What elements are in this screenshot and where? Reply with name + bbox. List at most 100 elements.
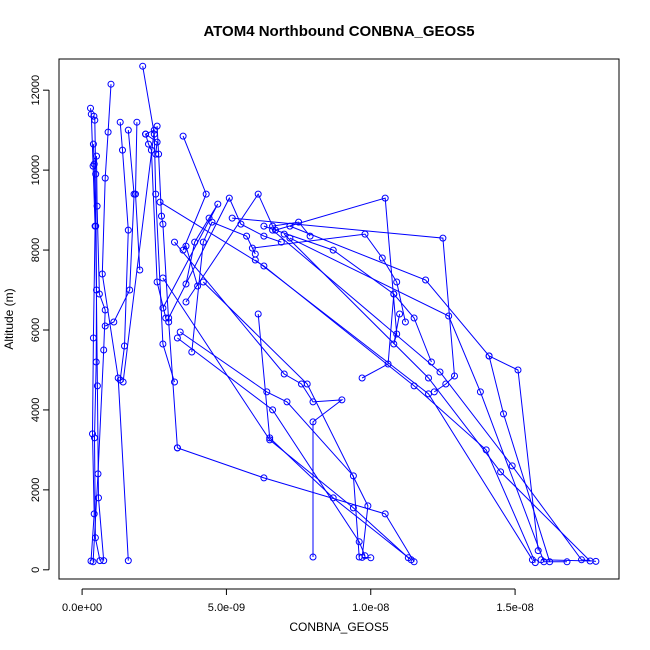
- data-point: [260, 262, 268, 270]
- data-point: [329, 246, 337, 254]
- series-path: [191, 221, 256, 353]
- data-point: [384, 360, 392, 368]
- data-point: [225, 194, 233, 202]
- series-line: [269, 226, 600, 565]
- data-point: [92, 222, 100, 230]
- data-point: [407, 556, 415, 564]
- series-path: [232, 217, 456, 393]
- series-line: [89, 140, 108, 565]
- data-point: [260, 222, 268, 230]
- series-line: [251, 256, 536, 564]
- data-point: [280, 370, 288, 378]
- data-point: [173, 444, 181, 452]
- data-point: [439, 234, 447, 242]
- data-point: [142, 130, 150, 138]
- data-point: [500, 410, 507, 418]
- data-point: [269, 406, 277, 414]
- data-point: [139, 62, 147, 70]
- data-point: [425, 390, 432, 398]
- y-tick-label: 12000: [30, 75, 42, 106]
- data-point: [309, 553, 317, 561]
- data-point: [266, 434, 274, 442]
- data-point: [159, 220, 167, 228]
- data-point: [158, 212, 165, 220]
- data-point: [393, 278, 401, 286]
- data-point: [528, 556, 536, 564]
- data-point: [445, 312, 453, 320]
- data-point: [228, 214, 236, 222]
- series-path: [177, 337, 366, 556]
- series-path: [257, 313, 412, 561]
- data-point: [401, 318, 409, 326]
- data-point: [269, 226, 277, 234]
- data-point: [286, 234, 294, 242]
- x-tick-label: 1.0e-08: [352, 602, 389, 614]
- data-point: [451, 372, 458, 380]
- plot-frame: [58, 58, 620, 580]
- data-point: [485, 352, 493, 360]
- series-line: [171, 238, 346, 561]
- data-point: [119, 378, 127, 386]
- data-point: [90, 160, 98, 168]
- data-point: [90, 112, 98, 120]
- data-point: [171, 378, 178, 386]
- data-point: [182, 298, 190, 306]
- data-point: [101, 322, 109, 330]
- series-line: [159, 200, 222, 312]
- data-point: [586, 557, 594, 565]
- series-line: [87, 104, 99, 565]
- data-point: [191, 238, 199, 246]
- data-point: [355, 538, 363, 546]
- series-line: [165, 194, 285, 322]
- series-line: [358, 290, 398, 382]
- series-line: [142, 130, 170, 322]
- series-line: [280, 230, 594, 565]
- series-path: [283, 233, 592, 562]
- series-line: [98, 80, 132, 565]
- data-point: [263, 388, 271, 396]
- data-point: [93, 152, 100, 160]
- series-line: [199, 278, 375, 562]
- data-point: [95, 290, 103, 298]
- data-point: [260, 474, 268, 482]
- y-tick-label: 6000: [30, 318, 42, 342]
- series-line: [254, 310, 415, 564]
- data-point: [101, 174, 109, 182]
- data-point: [116, 118, 124, 126]
- data-point: [280, 230, 288, 238]
- x-axis-label: CONBNA_GEOS5: [289, 620, 389, 634]
- data-point: [243, 232, 251, 240]
- data-point: [107, 80, 115, 88]
- data-point: [358, 374, 366, 382]
- series-path: [119, 122, 129, 381]
- data-point: [378, 254, 386, 262]
- data-point: [176, 328, 184, 336]
- series-path: [168, 196, 282, 319]
- x-tick-label: 1.5e-08: [496, 602, 533, 614]
- y-tick-label: 4000: [30, 398, 42, 422]
- y-tick-label: 8000: [30, 238, 42, 262]
- data-point: [100, 346, 108, 354]
- series-line: [101, 126, 138, 330]
- data-point: [152, 150, 160, 158]
- data-point: [93, 202, 101, 210]
- data-point: [155, 150, 163, 158]
- data-point: [93, 382, 101, 390]
- data-point: [124, 126, 132, 134]
- data-point: [436, 368, 444, 376]
- series-path: [182, 135, 207, 287]
- series-line: [139, 62, 178, 386]
- data-point: [254, 310, 262, 318]
- data-point: [393, 330, 401, 338]
- data-point: [91, 116, 99, 124]
- y-tick-label: 2000: [30, 478, 42, 502]
- data-point: [199, 238, 207, 246]
- series-path: [90, 108, 96, 562]
- series-line: [176, 328, 363, 561]
- data-point: [410, 314, 418, 322]
- series-path: [202, 281, 371, 559]
- data-point: [147, 146, 155, 154]
- data-point: [251, 256, 259, 264]
- data-point: [306, 232, 314, 240]
